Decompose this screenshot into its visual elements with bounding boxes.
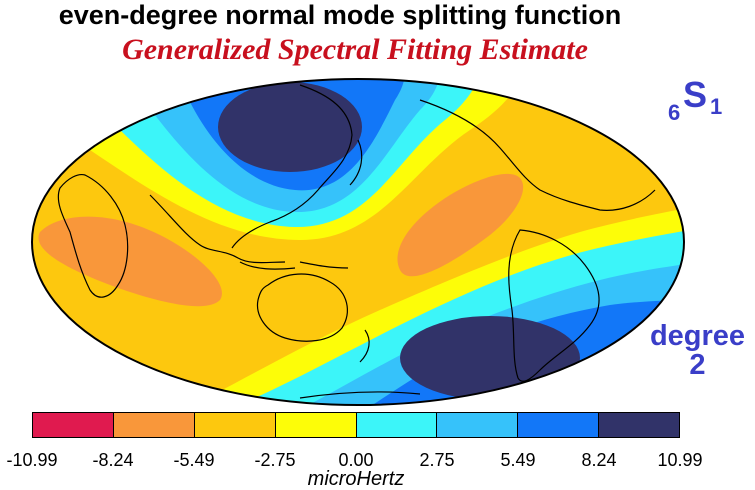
globe-outline xyxy=(31,78,685,406)
colorbar-tick-label: -5.49 xyxy=(173,450,215,470)
degree-label: degree 2 xyxy=(640,322,755,380)
colorbar-tick-label: 2.75 xyxy=(419,450,455,470)
coast-africa xyxy=(57,173,129,298)
degree-value: 2 xyxy=(689,349,706,381)
coast-antarctica xyxy=(299,391,421,399)
colorbar-tick-label: 10.99 xyxy=(657,450,703,470)
colorbar-segment xyxy=(599,413,679,437)
colorbar-tick-label: 5.49 xyxy=(500,450,536,470)
coast-new-zealand xyxy=(359,329,370,363)
colorbar-tick-label: -10.99 xyxy=(6,450,58,470)
figure-title: even-degree normal mode splitting functi… xyxy=(58,0,622,30)
colorbar-segment xyxy=(275,413,357,437)
figure-subtitle: Generalized Spectral Fitting Estimate xyxy=(122,33,588,66)
coast-south-america xyxy=(508,229,600,382)
coast-south-asia xyxy=(149,194,286,264)
coast-north-america xyxy=(419,99,656,211)
colorbar-unit: microHertz xyxy=(307,468,405,490)
field-east-min xyxy=(397,173,524,277)
colorbar-segment xyxy=(437,413,519,437)
colorbar-tick-label: -2.75 xyxy=(254,450,296,470)
field-west-min xyxy=(38,216,222,307)
colorbar xyxy=(32,412,680,438)
field-north-max xyxy=(218,82,362,172)
mode-type: S xyxy=(683,74,708,115)
mode-overtone: 6 xyxy=(668,100,681,125)
colorbar-tick-label: 8.24 xyxy=(581,450,617,470)
colorbar-segment xyxy=(113,413,195,437)
colorbar-segment xyxy=(194,413,276,437)
colorbar-tick-label: -8.24 xyxy=(92,450,134,470)
coast-east-asia xyxy=(231,84,353,249)
coastlines xyxy=(57,84,656,399)
colorbar-segment xyxy=(518,413,600,437)
degree-word: degree xyxy=(649,320,746,352)
colorbar-segment xyxy=(356,413,438,437)
mode-label: 6 S 1 xyxy=(668,74,748,134)
colorbar-tick-label: 0.00 xyxy=(338,450,374,470)
mode-angular-order: 1 xyxy=(710,94,723,119)
coast-indonesia xyxy=(239,261,349,270)
colorbar-segment xyxy=(33,413,114,437)
coast-japan xyxy=(349,139,363,186)
coast-australia xyxy=(256,273,348,342)
map-field xyxy=(32,79,684,405)
